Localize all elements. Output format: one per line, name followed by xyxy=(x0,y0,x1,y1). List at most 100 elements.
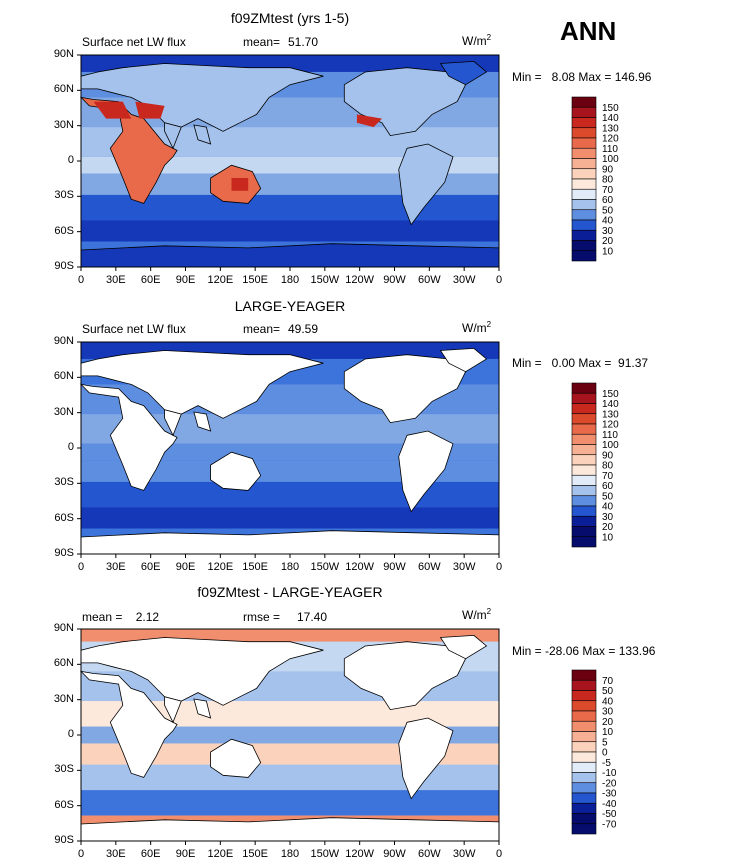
colorbar-swatch xyxy=(571,526,597,538)
panel-stat-label-2: mean= xyxy=(243,322,281,336)
lat-label: 60S xyxy=(54,511,74,524)
lon-label: 120E xyxy=(207,848,234,860)
colorbar-swatch xyxy=(571,731,597,743)
lon-label: 30E xyxy=(106,274,126,286)
lat-label: 30N xyxy=(53,118,74,131)
colorbar-level-label: -20 xyxy=(602,778,617,789)
colorbar-swatch xyxy=(571,720,597,732)
lon-label: 180 xyxy=(280,274,300,286)
colorbar-swatch xyxy=(571,474,597,486)
colorbar-level-label: 110 xyxy=(602,144,618,155)
colorbar-level-label: 130 xyxy=(602,409,619,420)
colorbar-level-label: 100 xyxy=(602,440,619,451)
colorbar-swatch xyxy=(571,741,597,753)
colorbar-level-label: 90 xyxy=(602,164,614,175)
colorbar-level-label: -5 xyxy=(602,758,611,769)
continent-namerica xyxy=(343,641,467,711)
colorbar-level-label: 50 xyxy=(602,686,614,697)
colorbar-swatch xyxy=(571,117,597,129)
colorbar-swatch xyxy=(571,137,597,149)
flux-band xyxy=(81,726,499,744)
lat-label: 60S xyxy=(54,798,74,811)
colorbar-level-label: 10 xyxy=(602,532,614,543)
lat-label: 30S xyxy=(54,189,74,202)
colorbar-swatch xyxy=(571,772,597,784)
colorbar-swatch xyxy=(571,464,597,476)
colorbar-swatch xyxy=(571,209,597,221)
continent-antarctica xyxy=(80,817,500,842)
lat-label: 60N xyxy=(53,657,74,670)
colorbar-level-label: 50 xyxy=(602,205,614,216)
colorbar-level-label: 100 xyxy=(602,154,619,165)
continent-seasia xyxy=(193,698,212,719)
colorbar-swatch xyxy=(571,444,597,456)
colorbar-swatch xyxy=(571,219,597,231)
map-panel-3 xyxy=(77,628,500,845)
colorbar-swatch xyxy=(571,813,597,825)
colorbar-swatch xyxy=(571,106,597,118)
lat-label: 0 xyxy=(67,154,74,166)
panel-title-2: LARGE-YEAGER xyxy=(234,298,346,314)
colorbar-level-label: 60 xyxy=(602,195,614,206)
lon-label: 30W xyxy=(452,274,476,286)
lon-label: 0 xyxy=(77,848,85,860)
hot-region xyxy=(93,101,132,119)
panel-variable-label-1: Surface net LW flux xyxy=(82,35,186,49)
hot-region xyxy=(135,101,165,119)
colorbar-swatch xyxy=(571,700,597,712)
colorbar-level-label: 60 xyxy=(602,481,614,492)
colorbar-swatch xyxy=(571,127,597,139)
lon-label: 0 xyxy=(495,561,503,573)
colorbar-swatch xyxy=(571,240,597,252)
lat-label: 60N xyxy=(53,370,74,383)
colorbar-swatch xyxy=(571,505,597,517)
colorbar-level-label: 90 xyxy=(602,450,614,461)
colorbar-swatch xyxy=(571,495,597,507)
lat-label: 30S xyxy=(54,763,74,776)
continent-africa xyxy=(79,383,178,491)
lon-label: 180 xyxy=(280,561,300,573)
colorbar-swatch xyxy=(571,782,597,794)
map-panel-2 xyxy=(77,341,500,558)
colorbar-level-label: 30 xyxy=(602,707,614,718)
colorbar-level-label: 140 xyxy=(602,399,619,410)
panel-mean-label-3: mean = 2.12 xyxy=(82,610,160,624)
colorbar-level-label: 10 xyxy=(602,246,614,257)
colorbar-swatch xyxy=(571,515,597,527)
colorbar-swatch xyxy=(571,751,597,763)
continent-namerica xyxy=(343,354,467,424)
colorbar-level-label: 10 xyxy=(602,727,614,738)
lon-label: 90W xyxy=(383,561,406,573)
flux-band xyxy=(81,156,499,174)
colorbar-level-label: 5 xyxy=(602,737,608,748)
colorbar-swatch xyxy=(571,792,597,804)
colorbar-swatch xyxy=(571,147,597,159)
colorbar-level-label: 40 xyxy=(602,502,614,513)
lon-label: 150W xyxy=(310,274,340,286)
lat-label: 0 xyxy=(67,728,74,740)
panel-variable-label-2: Surface net LW flux xyxy=(82,322,186,336)
continent-samerica xyxy=(398,430,454,513)
hot-region xyxy=(231,178,249,191)
colorbar-level-label: 20 xyxy=(602,522,614,533)
colorbar-level-label: 150 xyxy=(602,103,619,114)
continent-eurasia xyxy=(80,63,324,132)
colorbar-level-label: -30 xyxy=(602,789,617,800)
lat-label: 60N xyxy=(53,83,74,96)
colorbar-level-label: 20 xyxy=(602,236,614,247)
lon-label: 60W xyxy=(418,848,441,860)
colorbar-swatch xyxy=(571,403,597,415)
lon-label: 120E xyxy=(207,561,234,573)
lon-label: 150E xyxy=(242,274,268,286)
colorbar-level-label: -10 xyxy=(602,768,617,779)
lat-label: 90S xyxy=(54,260,74,272)
colorbar-level-label: 30 xyxy=(602,226,614,237)
colorbar-level-label: 70 xyxy=(602,471,614,482)
colorbar-swatch xyxy=(571,199,597,211)
lon-label: 150E xyxy=(242,848,268,860)
panel-minmax-2: Min = 0.00 Max = 91.37 xyxy=(512,356,649,370)
colorbar-level-label: -70 xyxy=(602,819,617,830)
continent-africa xyxy=(79,670,178,778)
